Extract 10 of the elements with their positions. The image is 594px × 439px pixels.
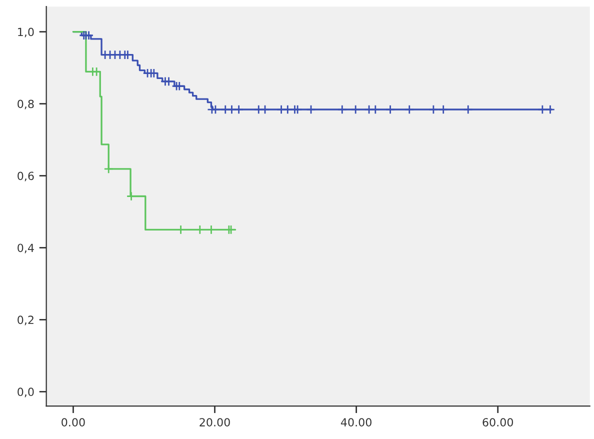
x-tick-label: 20.00 — [200, 418, 230, 426]
y-tick-label: 0,2 — [18, 316, 34, 326]
x-tick-label: 60.00 — [482, 418, 514, 426]
y-tick-label: 0,0 — [18, 388, 34, 398]
y-tick-label: 0,6 — [18, 172, 34, 182]
x-tick-label: 0.00 — [62, 418, 85, 426]
y-tick-label: 0,4 — [18, 244, 34, 254]
y-tick-label: 1,0 — [18, 28, 34, 38]
x-tick-label: 40.00 — [340, 418, 372, 426]
y-tick-label: 0,8 — [18, 100, 34, 110]
